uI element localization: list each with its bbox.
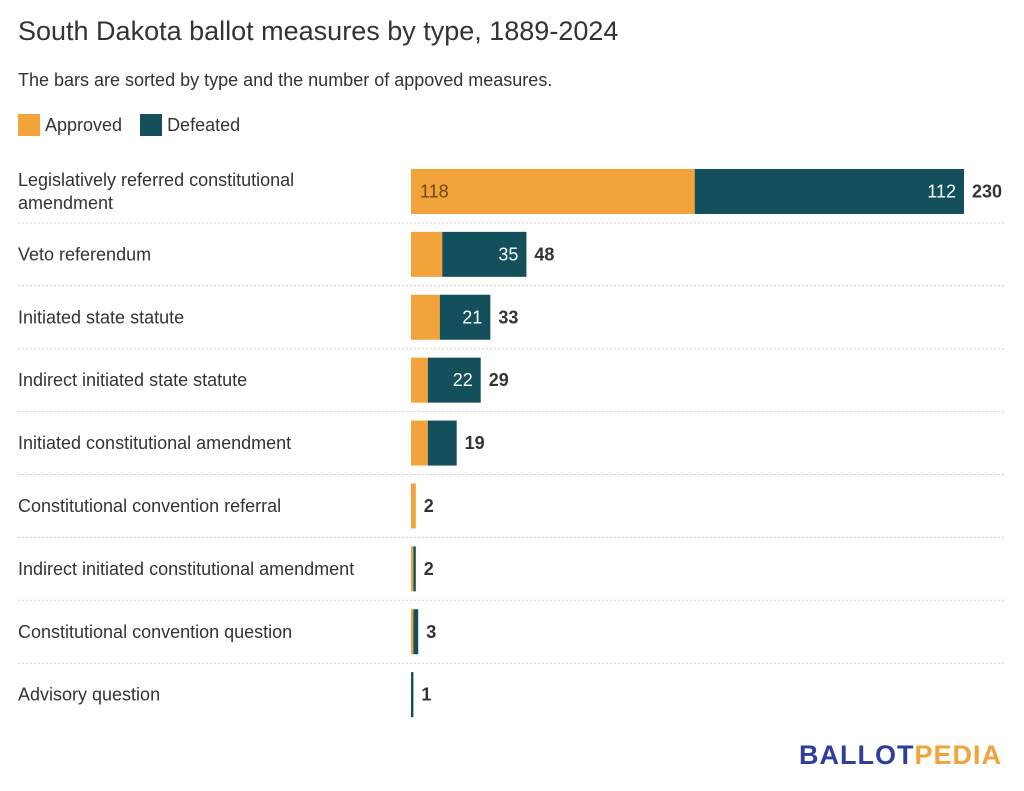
legend: Approved Defeated [18, 114, 258, 136]
ballotpedia-logo: BALLOTPEDIA [799, 740, 1002, 771]
category-label: Veto referendum [18, 244, 151, 264]
bar-segment-approved [411, 168, 695, 214]
category-label: Constitutional convention referral [18, 496, 281, 516]
legend-swatch-approved [18, 114, 40, 136]
bar-segment-defeated [427, 420, 457, 466]
total-value-label: 2 [424, 496, 434, 516]
total-value-label: 1 [421, 685, 431, 705]
logo-part-pedia: PEDIA [914, 740, 1002, 770]
category-label: Legislatively referred constitutional ame… [18, 170, 294, 213]
category-label: Indirect initiated state statute [18, 370, 247, 390]
legend-item-defeated: Defeated [140, 114, 240, 136]
total-value-label: 29 [489, 370, 509, 390]
segment-value-label: 21 [462, 307, 482, 327]
legend-item-approved: Approved [18, 114, 122, 136]
bar-segment-approved [411, 231, 443, 277]
bar-segment-defeated [439, 294, 491, 340]
category-label: Advisory question [18, 685, 160, 705]
category-label: Constitutional convention question [18, 622, 292, 642]
bar-segment-approved [411, 294, 440, 340]
bar-segment-defeated [413, 609, 419, 655]
total-value-label: 3 [426, 622, 436, 642]
bar-segment-defeated [442, 231, 527, 277]
chart-subtitle: The bars are sorted by type and the numb… [18, 70, 553, 90]
legend-label-defeated: Defeated [167, 114, 241, 135]
category-label: Indirect initiated constitutional amendm… [18, 559, 354, 579]
bar-segment-approved [411, 357, 428, 403]
total-value-label: 19 [465, 433, 485, 453]
category-label: Initiated state statute [18, 307, 184, 327]
bar-segment-defeated [427, 357, 481, 403]
chart-title: South Dakota ballot measures by type, 18… [18, 16, 619, 46]
legend-label-approved: Approved [45, 114, 123, 135]
bar-segment-defeated [694, 168, 964, 214]
bar-segment-approved [411, 483, 416, 529]
bar-segment-approved [411, 609, 414, 655]
segment-value-label: 118 [420, 181, 449, 201]
total-value-label: 230 [972, 181, 1002, 201]
category-label: Initiated constitutional amendment [18, 433, 291, 453]
total-value-label: 33 [498, 307, 518, 327]
total-value-label: 2 [424, 559, 434, 579]
segment-value-label: 112 [927, 181, 956, 201]
logo-part-ballot: BALLOT [798, 740, 915, 770]
bar-segment-defeated [413, 546, 416, 592]
segment-value-label: 22 [453, 370, 473, 390]
bar-segment-approved [411, 546, 414, 592]
bar-segment-defeated [411, 672, 414, 718]
segment-value-label: 35 [498, 244, 518, 264]
total-value-label: 48 [534, 244, 554, 264]
bar-segment-approved [411, 420, 428, 466]
legend-swatch-defeated [140, 114, 163, 136]
